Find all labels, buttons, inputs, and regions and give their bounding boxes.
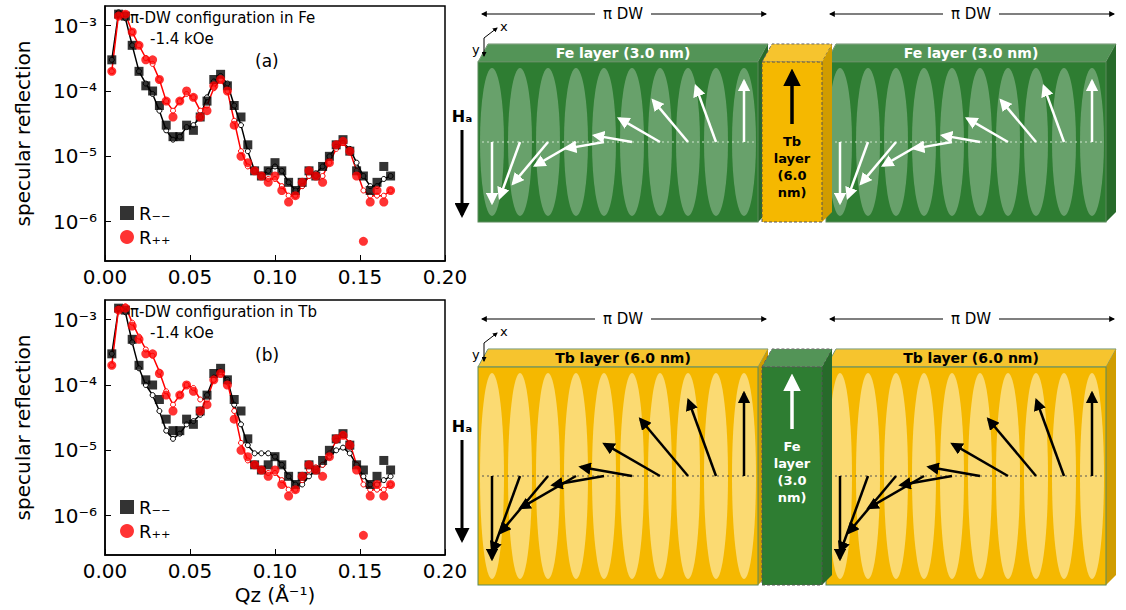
- svg-text:0.15: 0.15: [338, 559, 383, 583]
- svg-text:0.00: 0.00: [83, 559, 128, 583]
- svg-text:π-DW configuration in Fe: π-DW configuration in Fe: [130, 9, 315, 27]
- svg-text:x: x: [500, 19, 508, 34]
- svg-text:0.05: 0.05: [168, 265, 213, 289]
- svg-text:10⁻³: 10⁻³: [53, 14, 97, 38]
- svg-text:layer: layer: [774, 456, 811, 471]
- svg-text:10⁻⁵: 10⁻⁵: [53, 438, 97, 462]
- svg-text:nm): nm): [778, 490, 807, 505]
- svg-text:0.00: 0.00: [83, 265, 128, 289]
- svg-text:(6.0: (6.0: [778, 168, 807, 183]
- svg-text:R₊₊: R₊₊: [139, 521, 171, 542]
- svg-text:Hₐ: Hₐ: [452, 417, 473, 436]
- svg-text:Hₐ: Hₐ: [452, 107, 473, 126]
- svg-text:Tb layer (6.0 nm): Tb layer (6.0 nm): [555, 350, 691, 366]
- svg-text:Qz (Å⁻¹): Qz (Å⁻¹): [235, 583, 315, 607]
- svg-text:π-DW configuration in Tb: π-DW configuration in Tb: [130, 303, 317, 321]
- svg-text:R₋₋: R₋₋: [139, 203, 171, 224]
- svg-text:10⁻⁶: 10⁻⁶: [53, 210, 97, 234]
- svg-text:specular reflection: specular reflection: [11, 41, 35, 227]
- svg-text:R₋₋: R₋₋: [139, 497, 171, 518]
- svg-text:10⁻⁶: 10⁻⁶: [53, 504, 97, 528]
- svg-text:π DW: π DW: [603, 310, 643, 328]
- svg-text:0.20: 0.20: [423, 559, 468, 583]
- svg-text:nm): nm): [778, 185, 807, 200]
- svg-text:10⁻⁵: 10⁻⁵: [53, 144, 97, 168]
- svg-text:π DW: π DW: [951, 5, 991, 23]
- svg-text:10⁻³: 10⁻³: [53, 308, 97, 332]
- svg-text:10⁻⁴: 10⁻⁴: [53, 373, 97, 397]
- svg-text:π DW: π DW: [603, 5, 643, 23]
- svg-text:Tb layer (6.0 nm): Tb layer (6.0 nm): [903, 350, 1039, 366]
- svg-text:10⁻⁴: 10⁻⁴: [53, 79, 97, 103]
- svg-text:0.20: 0.20: [423, 265, 468, 289]
- svg-text:y: y: [472, 347, 480, 362]
- svg-text:Fe layer (3.0 nm): Fe layer (3.0 nm): [556, 45, 691, 61]
- svg-text:(b): (b): [255, 345, 279, 365]
- svg-text:y: y: [472, 42, 480, 57]
- svg-text:Tb: Tb: [783, 134, 801, 149]
- svg-text:Fe layer (3.0 nm): Fe layer (3.0 nm): [904, 45, 1039, 61]
- svg-text:specular reflection: specular reflection: [11, 335, 35, 521]
- svg-text:R₊₊: R₊₊: [139, 227, 171, 248]
- svg-text:(a): (a): [255, 51, 279, 71]
- svg-text:0.15: 0.15: [338, 265, 383, 289]
- svg-text:0.05: 0.05: [168, 559, 213, 583]
- svg-text:layer: layer: [774, 151, 811, 166]
- svg-text:x: x: [500, 324, 508, 339]
- svg-text:-1.4 kOe: -1.4 kOe: [150, 30, 214, 48]
- svg-text:0.10: 0.10: [253, 559, 298, 583]
- svg-text:π DW: π DW: [951, 310, 991, 328]
- svg-text:-1.4 kOe: -1.4 kOe: [150, 324, 214, 342]
- svg-text:(3.0: (3.0: [778, 473, 807, 488]
- svg-text:Fe: Fe: [783, 439, 800, 454]
- svg-text:0.10: 0.10: [253, 265, 298, 289]
